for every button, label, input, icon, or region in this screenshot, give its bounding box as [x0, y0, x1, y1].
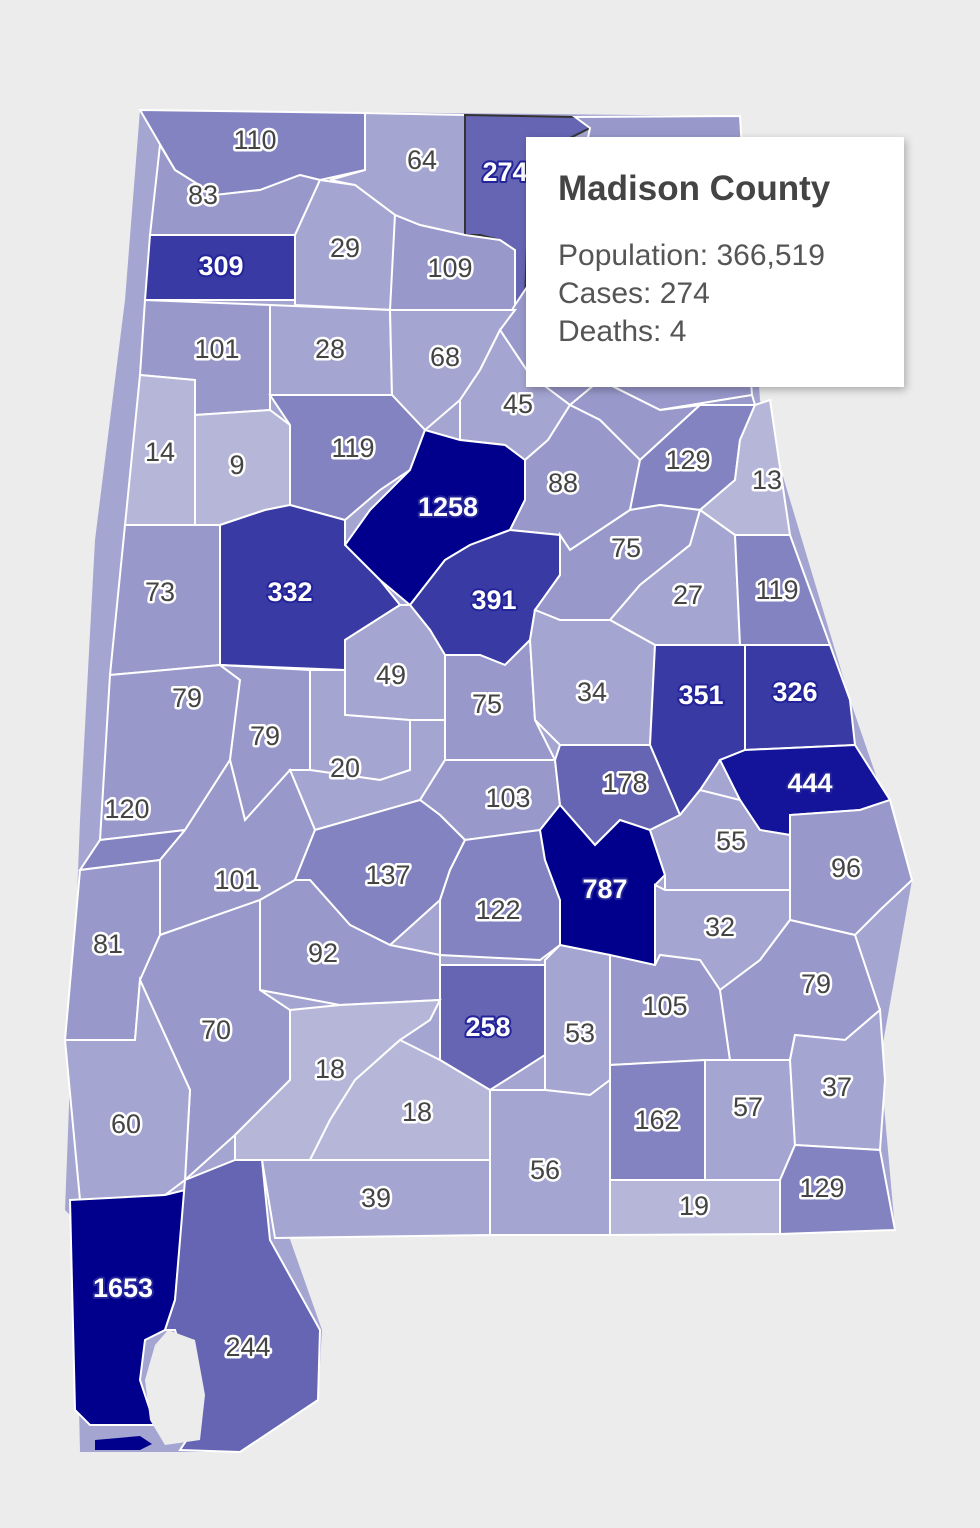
- case-count-label-dale: 57: [733, 1092, 763, 1122]
- county-butler[interactable]: [439, 964, 546, 1092]
- case-count-label-pike: 105: [642, 991, 687, 1021]
- case-count-label-wilcox: 92: [308, 938, 338, 968]
- case-count-label-montgomery: 787: [582, 874, 627, 904]
- case-count-label-mobile: 1653: [93, 1273, 153, 1303]
- case-count-label-washington: 81: [93, 929, 123, 959]
- case-count-label-tuscaloosa: 332: [267, 577, 312, 607]
- case-count-label-monroe: 18: [315, 1054, 345, 1084]
- case-count-label-coosa: 34: [577, 677, 607, 707]
- case-count-label-fayette: 9: [229, 450, 244, 480]
- tooltip-cases: Cases: 274: [558, 277, 710, 310]
- county-mobile[interactable]: [68, 1188, 187, 1426]
- case-count-label-sumter: 79: [172, 683, 202, 713]
- case-count-label-clarke: 70: [201, 1015, 231, 1045]
- case-count-label-randolph: 119: [755, 575, 798, 605]
- case-count-label-morgan: 109: [427, 253, 472, 283]
- case-count-label-tallapoosa: 351: [678, 680, 723, 710]
- case-count-label-chambers: 326: [772, 677, 817, 707]
- case-count-label-crenshaw: 53: [565, 1018, 595, 1048]
- case-count-label-baldwin: 244: [225, 1332, 270, 1362]
- county-tuscaloosa[interactable]: [219, 503, 402, 672]
- tooltip-title: Madison County: [558, 169, 831, 208]
- case-count-label-talladega: 75: [611, 533, 641, 563]
- case-count-label-covington: 56: [530, 1155, 560, 1185]
- county-covington[interactable]: [489, 1078, 611, 1236]
- case-count-label-colbert: 83: [188, 180, 218, 210]
- case-count-label-lowndes: 122: [475, 895, 520, 925]
- case-count-label-bibb: 49: [376, 660, 406, 690]
- case-count-label-blount: 45: [503, 389, 533, 419]
- case-count-label-bullock: 32: [705, 912, 735, 942]
- case-count-label-cullman: 68: [430, 342, 460, 372]
- county-montgomery[interactable]: [538, 803, 667, 967]
- case-count-label-shelby: 391: [471, 585, 516, 615]
- case-count-label-chilton: 75: [472, 689, 502, 719]
- case-count-label-calhoun: 129: [665, 445, 710, 475]
- county-baldwin[interactable]: [163, 1159, 322, 1454]
- case-count-label-coffee: 162: [634, 1105, 679, 1135]
- case-count-label-geneva: 19: [679, 1191, 709, 1221]
- case-count-label-macon: 55: [716, 826, 746, 856]
- county-tooltip: Madison County Population: 366,519 Cases…: [526, 137, 904, 387]
- case-count-label-russell: 96: [831, 853, 861, 883]
- case-count-label-lee: 444: [787, 768, 832, 798]
- case-count-label-lawrence: 29: [330, 233, 360, 263]
- case-count-label-cleburne: 13: [752, 465, 782, 495]
- dauphin-island: [95, 1436, 152, 1450]
- case-count-label-madison: 274: [482, 157, 527, 187]
- tooltip-population: Population: 366,519: [558, 239, 825, 272]
- county-macon[interactable]: [648, 788, 791, 891]
- case-count-label-clay: 27: [673, 580, 703, 610]
- case-count-label-perry: 20: [330, 753, 360, 783]
- county-walker[interactable]: [268, 394, 427, 522]
- case-count-label-barbour: 79: [801, 969, 831, 999]
- county-wilcox[interactable]: [259, 879, 441, 1007]
- case-count-label-marengo: 101: [214, 865, 259, 895]
- case-count-label-walker: 119: [331, 433, 374, 463]
- case-count-label-pickens: 73: [145, 577, 175, 607]
- tooltip-deaths: Deaths: 4: [558, 315, 687, 348]
- mobile-bay: [145, 1330, 205, 1445]
- case-count-label-jefferson: 1258: [418, 492, 478, 522]
- case-count-label-limestone: 64: [407, 145, 437, 175]
- case-count-label-choctaw: 120: [104, 794, 149, 824]
- county-houston[interactable]: [779, 1143, 897, 1236]
- case-count-label-dallas: 137: [365, 860, 410, 890]
- county-chambers[interactable]: [744, 644, 857, 752]
- case-count-label-marion: 101: [194, 334, 239, 364]
- case-count-label-stclair: 88: [548, 468, 578, 498]
- case-count-label-escambia: 39: [361, 1183, 391, 1213]
- case-count-label-winston: 28: [315, 334, 345, 364]
- case-count-label-elmore: 178: [602, 768, 647, 798]
- case-count-label-houston: 129: [799, 1173, 844, 1203]
- case-count-label-greene: 79: [250, 721, 280, 751]
- case-count-label-mobile_n: 60: [111, 1109, 141, 1139]
- case-count-label-conecuh: 18: [402, 1097, 432, 1127]
- case-count-label-autauga: 103: [485, 783, 530, 813]
- case-count-label-lauderdale: 110: [233, 125, 276, 155]
- case-count-label-lamar: 14: [145, 437, 175, 467]
- case-count-label-franklin: 309: [198, 251, 243, 281]
- case-count-label-butler: 258: [465, 1012, 510, 1042]
- case-count-label-henry: 37: [822, 1072, 852, 1102]
